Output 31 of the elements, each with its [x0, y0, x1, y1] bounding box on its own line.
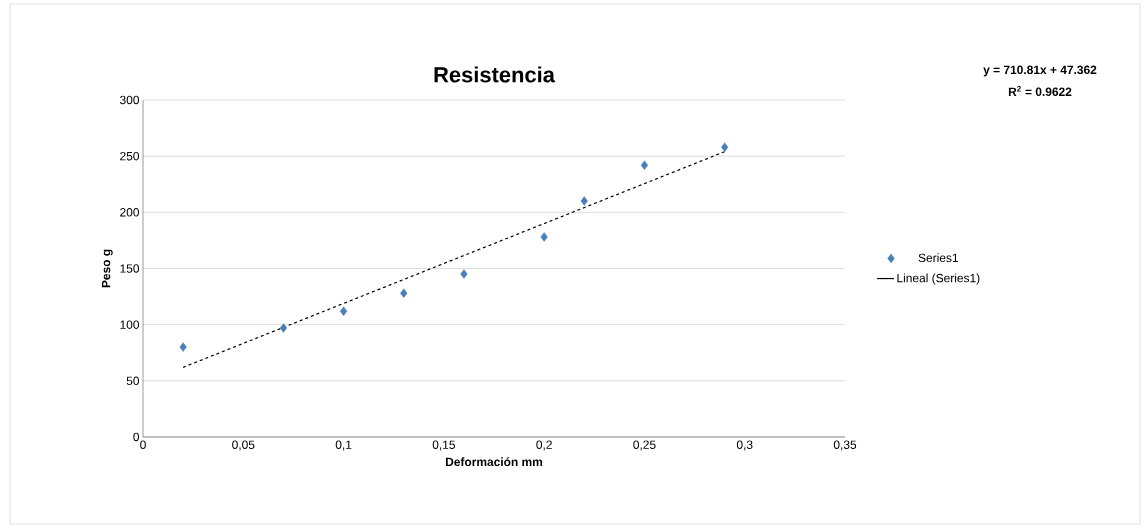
x-tick-label: 0	[140, 440, 146, 449]
y-tick-label: 300	[120, 95, 140, 105]
y-tick-label: 50	[126, 376, 140, 386]
point	[460, 269, 468, 279]
y-tick-label: 150	[120, 264, 140, 273]
y-tick-label: 100	[120, 320, 140, 329]
point	[640, 160, 649, 170]
x-tick-label: 0,25	[633, 440, 656, 451]
x-axis-title: Deformación mm	[445, 457, 543, 467]
point	[340, 306, 348, 316]
text: y = 710.81x + 47.362	[983, 65, 1097, 77]
x-tick-label: 0,35	[833, 440, 857, 451]
y-tick-label: 0	[133, 432, 140, 442]
chart-title: Resistencia	[434, 66, 556, 83]
y-tick-label: 200	[120, 208, 140, 217]
x-tick-label: 0,2	[536, 440, 552, 451]
x-tick-label: 0,1	[335, 440, 352, 451]
y-tick-label: 250	[120, 151, 140, 161]
legend-label: Series1	[918, 253, 959, 263]
y-axis-title: Peso g	[101, 249, 113, 288]
point	[540, 232, 548, 242]
legend-label: Lineal (Series1)	[897, 273, 980, 285]
x-tick-label: 0,15	[432, 440, 455, 451]
x-tick-label: 0,05	[232, 440, 255, 451]
point	[721, 142, 729, 152]
point	[400, 288, 408, 298]
point	[179, 342, 187, 352]
point	[580, 196, 588, 206]
x-tick-label: 0,3	[736, 440, 753, 451]
text: R$^{2}$ = 0.9622	[1008, 85, 1072, 96]
point	[279, 323, 287, 333]
